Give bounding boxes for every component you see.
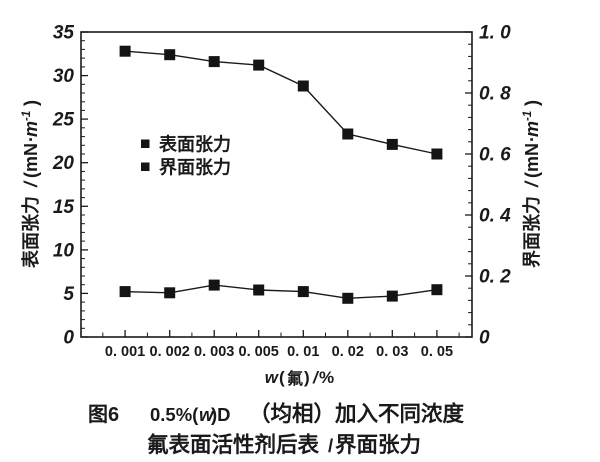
svg-text:0. 2: 0. 2 bbox=[479, 267, 511, 288]
svg-text:%: % bbox=[319, 368, 334, 387]
svg-text:0. 6: 0. 6 bbox=[479, 145, 511, 166]
svg-text:界面张力: 界面张力 bbox=[522, 196, 542, 268]
svg-text:5: 5 bbox=[63, 284, 74, 305]
svg-text:0: 0 bbox=[479, 328, 490, 349]
svg-text:0. 8: 0. 8 bbox=[479, 84, 511, 105]
svg-text:m: m bbox=[21, 121, 41, 137]
svg-text:(mN: (mN bbox=[21, 143, 41, 178]
svg-text:0. 003: 0. 003 bbox=[194, 344, 234, 360]
svg-text:10: 10 bbox=[53, 240, 75, 261]
svg-text:1. 0: 1. 0 bbox=[479, 23, 511, 44]
svg-text:0. 05: 0. 05 bbox=[421, 344, 453, 360]
svg-text:0.5%(: 0.5%( bbox=[150, 404, 199, 425]
svg-text:0. 02: 0. 02 bbox=[332, 344, 364, 360]
svg-text:0. 001: 0. 001 bbox=[105, 344, 145, 360]
svg-text:): ) bbox=[304, 368, 310, 387]
svg-text:0. 4: 0. 4 bbox=[479, 206, 511, 227]
svg-text:(: ( bbox=[279, 368, 285, 387]
svg-text:（均相）加入不同浓度: （均相）加入不同浓度 bbox=[249, 401, 465, 426]
svg-text:0. 002: 0. 002 bbox=[150, 344, 190, 360]
svg-text:/: / bbox=[328, 435, 333, 456]
svg-text:0: 0 bbox=[63, 328, 74, 349]
svg-text:0. 03: 0. 03 bbox=[376, 344, 408, 360]
svg-text:): ) bbox=[522, 100, 542, 106]
svg-text:15: 15 bbox=[53, 197, 75, 218]
svg-text:25: 25 bbox=[52, 110, 75, 131]
svg-text:35: 35 bbox=[53, 23, 75, 44]
svg-text:界面张力: 界面张力 bbox=[159, 158, 231, 178]
svg-text:)D: )D bbox=[211, 404, 231, 425]
svg-text:表面张力: 表面张力 bbox=[159, 134, 231, 155]
svg-text:w: w bbox=[265, 368, 280, 387]
svg-text:表面张力: 表面张力 bbox=[20, 196, 41, 268]
svg-text:/: / bbox=[21, 180, 41, 188]
svg-text:(mN: (mN bbox=[522, 143, 542, 178]
svg-text:/: / bbox=[522, 180, 542, 188]
svg-text:20: 20 bbox=[52, 153, 75, 174]
svg-text:图6: 图6 bbox=[88, 403, 119, 426]
svg-text:0. 005: 0. 005 bbox=[239, 344, 279, 360]
svg-text:-1: -1 bbox=[522, 111, 534, 121]
svg-text:30: 30 bbox=[53, 66, 75, 87]
svg-text:氟: 氟 bbox=[287, 369, 303, 388]
svg-text:界面张力: 界面张力 bbox=[335, 433, 421, 457]
svg-text:): ) bbox=[21, 100, 41, 106]
svg-text:m: m bbox=[522, 121, 542, 137]
svg-text:氟表面活性剂后表: 氟表面活性剂后表 bbox=[147, 432, 320, 457]
svg-text:-1: -1 bbox=[21, 111, 33, 121]
svg-text:0. 01: 0. 01 bbox=[287, 344, 319, 360]
